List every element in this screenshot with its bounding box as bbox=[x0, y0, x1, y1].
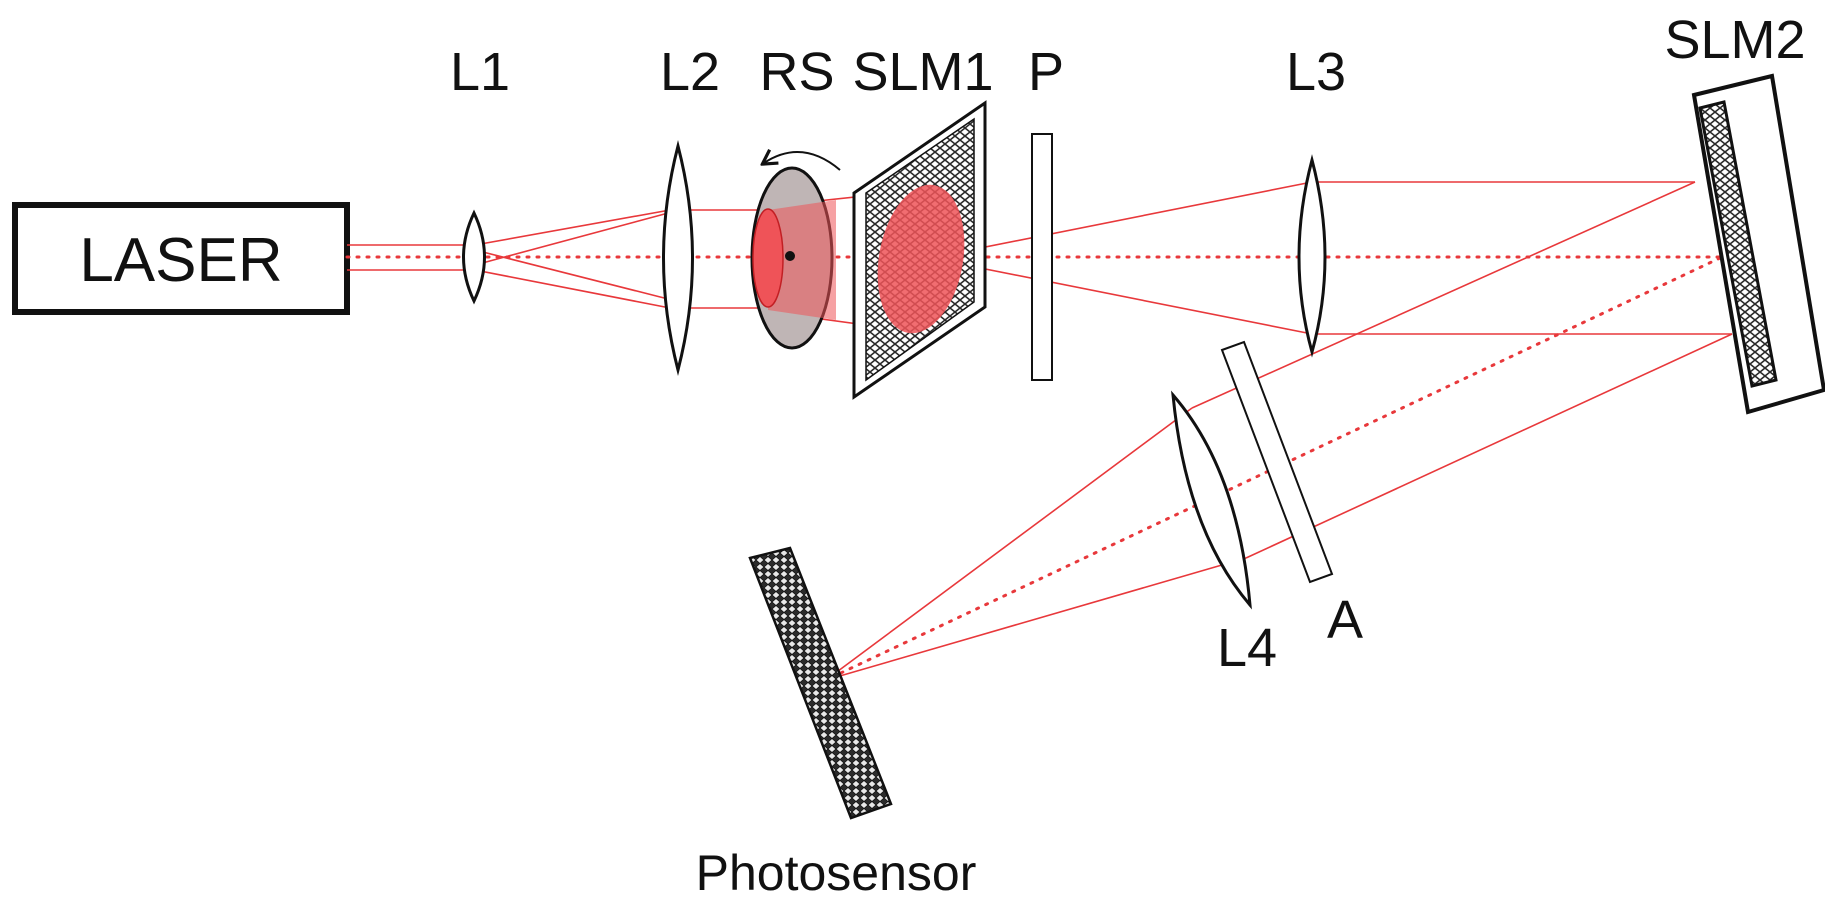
label-rs: RS bbox=[759, 42, 834, 102]
laser-source: LASER bbox=[12, 202, 350, 315]
lens-l3-icon bbox=[1297, 154, 1327, 358]
label-l1: L1 bbox=[450, 42, 510, 102]
slm1-modulator bbox=[852, 100, 987, 400]
analyzer-a bbox=[1220, 340, 1334, 584]
rotating-diffuser bbox=[750, 152, 841, 350]
lens-l2-icon bbox=[662, 140, 694, 376]
rotation-arrow-icon bbox=[764, 152, 841, 171]
rotation-axis-icon bbox=[785, 251, 795, 261]
polarizer-p bbox=[1031, 133, 1053, 381]
lens-l4-icon bbox=[1171, 390, 1252, 610]
label-l2: L2 bbox=[660, 42, 720, 102]
lens-l1-icon bbox=[462, 209, 486, 305]
slm2-modulator bbox=[1691, 73, 1825, 415]
label-photosensor: Photosensor bbox=[696, 845, 977, 897]
label-l3: L3 bbox=[1286, 42, 1346, 102]
laser-label: LASER bbox=[79, 226, 282, 295]
photosensor-detector bbox=[748, 546, 893, 820]
label-slm1: SLM1 bbox=[852, 42, 993, 102]
label-p: P bbox=[1028, 42, 1064, 102]
label-slm2: SLM2 bbox=[1664, 10, 1805, 70]
label-a: A bbox=[1327, 590, 1363, 650]
label-l4: L4 bbox=[1217, 618, 1277, 678]
